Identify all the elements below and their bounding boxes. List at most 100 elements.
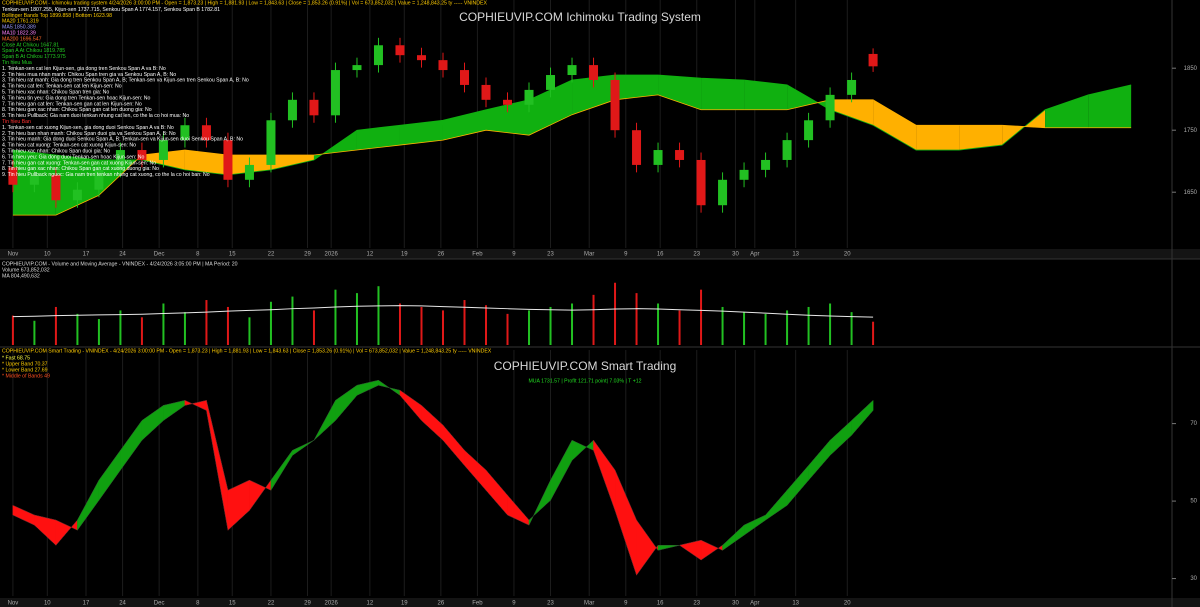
cloud-segment xyxy=(572,75,616,115)
x-tick-label: 9 xyxy=(512,252,516,258)
x-tick-label: Feb xyxy=(472,601,483,607)
x-tick-label: Dec xyxy=(154,252,165,258)
legend-line: * Upper Band 70.37 xyxy=(2,361,48,367)
info-line: 4. Tin hieu cat len: Tenkan-sen cat len … xyxy=(2,84,122,90)
candle-body xyxy=(481,84,491,100)
cloud-segment xyxy=(184,150,228,175)
info-line: 8. Tin hieu gan xac nhan: Chikou Span ga… xyxy=(2,166,159,172)
cloud-segment xyxy=(830,99,874,126)
candle-body xyxy=(804,120,814,141)
y-tick-label: 1650 xyxy=(1184,190,1198,196)
info-line: 2. Tin hieu ban nhan manh: Chikou Span d… xyxy=(2,131,176,137)
info-line: 9. Tin hieu Pullback: Gia nam duoi tenka… xyxy=(2,113,189,119)
candle-body xyxy=(51,174,61,201)
fast-line xyxy=(12,380,874,576)
candle-body xyxy=(459,70,469,85)
volume-bar xyxy=(592,294,595,345)
candle-body xyxy=(158,140,168,160)
volume-bar xyxy=(226,306,229,345)
info-line: Tin hieu Mua xyxy=(2,60,32,66)
x-tick-label: 23 xyxy=(693,252,700,258)
x-tick-label: 26 xyxy=(438,252,445,258)
volume-bar xyxy=(786,310,789,345)
legend-line: * Fast 68.75 xyxy=(2,355,30,361)
x-tick-label: 29 xyxy=(304,601,311,607)
x-tick-label: 2026 xyxy=(324,252,338,258)
x-tick-label: 9 xyxy=(624,601,628,607)
y-tick-label: 30 xyxy=(1190,576,1197,582)
cloud-segment xyxy=(658,75,702,110)
volume-bar xyxy=(721,306,724,345)
volume-bar xyxy=(764,313,767,345)
candle-body xyxy=(137,150,147,160)
info-line: 1. Tenkan-sen cat len Kijun-sen, gia don… xyxy=(2,66,166,72)
volume-bar xyxy=(485,305,488,345)
x-tick-label: 17 xyxy=(83,601,90,607)
legend-line: * Middle of Bands 49 xyxy=(2,373,50,379)
info-line: 6. Tin hieu tin yeu: Gia dong tren Tenka… xyxy=(2,95,151,101)
header-line: COPHIEUVIP.COM - Volume and Moving Avera… xyxy=(2,261,238,267)
header-line: COPHIEUVIP.COM - Ichimoku trading system… xyxy=(2,0,487,6)
chart-title: COPHIEUVIP.COM Ichimoku Trading System xyxy=(459,10,701,24)
volume-bar xyxy=(334,289,337,345)
candle-body xyxy=(309,99,319,116)
candle-body xyxy=(244,164,254,180)
volume-bar xyxy=(463,300,466,345)
volume-bar xyxy=(377,286,380,345)
info-line: 5. Tin hieu xac nhan: Chikou Span tren g… xyxy=(2,89,109,95)
candle-body xyxy=(653,150,663,165)
x-tick-label: Mar xyxy=(584,252,594,258)
volume-bar xyxy=(571,303,574,345)
info-line: 7. Tin hieu gan cat xuong: Tenkan-sen ga… xyxy=(2,160,156,166)
volume-bar xyxy=(312,310,315,345)
candle-body xyxy=(72,189,82,201)
x-tick-label: Mar xyxy=(584,601,594,607)
info-line: 6. Tin hieu yeu: Gia dong duoi Tenkan-se… xyxy=(2,154,144,160)
cloud-segment xyxy=(701,78,745,110)
candle-body xyxy=(868,53,878,67)
volume-bar xyxy=(506,313,509,345)
volume-bar xyxy=(420,306,423,345)
volume-ma-line xyxy=(12,305,874,318)
info-line: MA10 1822.39 xyxy=(2,30,36,36)
slow-line xyxy=(12,385,874,551)
x-tick-label: 17 xyxy=(83,252,90,258)
info-line: Span B At Chikou 1773.975 xyxy=(2,54,66,60)
cloud-segment xyxy=(744,79,788,110)
info-line: MA5 1850.389 xyxy=(2,25,36,31)
x-tick-label: 24 xyxy=(119,601,126,607)
candle-body xyxy=(610,79,620,131)
candle-body xyxy=(546,75,556,90)
cloud-segment xyxy=(1045,94,1089,128)
candle-body xyxy=(94,169,104,190)
header-line: MA 804,490,632 xyxy=(2,273,40,279)
cloud-segment xyxy=(356,125,400,151)
volume-bar xyxy=(850,312,853,345)
x-tick-label: 19 xyxy=(401,601,408,607)
x-tick-label: 23 xyxy=(547,252,554,258)
volume-pane: COPHIEUVIP.COM - Volume and Moving Avera… xyxy=(2,261,875,345)
volume-bar xyxy=(355,293,358,345)
info-line: 8. Tin hieu gan xac nhan: Chikou Span ga… xyxy=(2,107,152,113)
x-tick-label: 15 xyxy=(229,601,236,607)
y-tick-label: 1750 xyxy=(1184,128,1198,134)
chart-title: COPHIEUVIP.COM Smart Trading xyxy=(494,359,677,373)
candle-body xyxy=(201,125,211,141)
info-line: MA200 1696.547 xyxy=(2,36,42,42)
x-tick-label: Nov xyxy=(8,601,19,607)
candle-body xyxy=(115,150,125,170)
candle-body xyxy=(223,140,233,180)
candle-body xyxy=(825,94,835,121)
cloud-segment xyxy=(873,99,917,151)
candle-body xyxy=(29,174,39,185)
volume-bar xyxy=(807,306,810,345)
cloud-segment xyxy=(959,125,1003,151)
candle-body xyxy=(395,45,405,56)
candle-body xyxy=(180,125,190,141)
volume-bar xyxy=(700,289,703,345)
info-line: 3. Tin hieu manh: Gia dong duoi Senkou S… xyxy=(2,137,243,143)
x-tick-label: 9 xyxy=(624,252,628,258)
x-tick-label: 12 xyxy=(367,252,374,258)
volume-bar xyxy=(76,313,79,345)
x-tick-label: 26 xyxy=(438,601,445,607)
